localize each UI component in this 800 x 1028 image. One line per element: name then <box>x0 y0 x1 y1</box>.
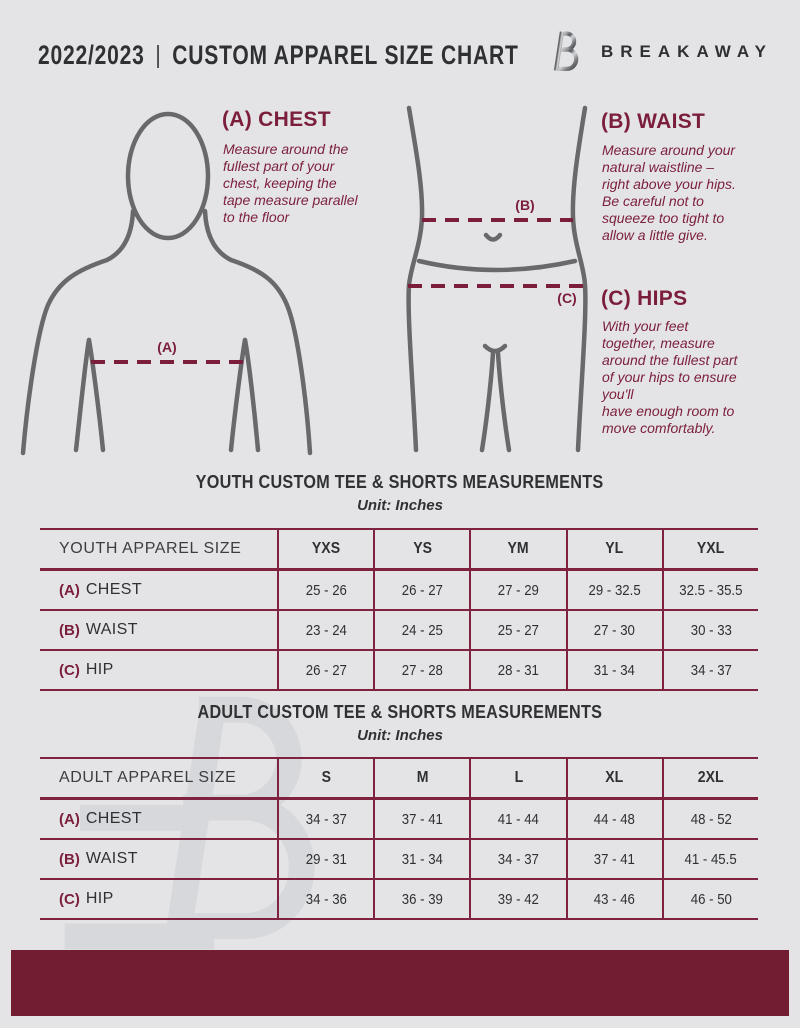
footer-bar <box>11 950 789 1016</box>
value-cell: 27 - 28 <box>373 651 469 689</box>
table-row: (A) CHEST 34 - 37 37 - 41 41 - 44 44 - 4… <box>40 800 758 840</box>
hips-guide-text: With your feet together, measure around … <box>602 318 738 436</box>
row-label: (C) HIP <box>59 661 114 679</box>
row-label: (A) CHEST <box>59 810 143 828</box>
breakaway-logo-icon <box>537 31 579 73</box>
value-cell: 36 - 39 <box>373 880 469 918</box>
column-header: ADULT APPAREL SIZE <box>59 769 237 786</box>
value-cell: 23 - 24 <box>277 611 373 649</box>
value-cell: 43 - 46 <box>565 880 662 918</box>
value-cell: 34 - 36 <box>277 880 373 918</box>
marker-a-label: (A) <box>157 339 177 355</box>
value-cell: 27 - 30 <box>565 611 662 649</box>
column-header: YS <box>373 530 469 568</box>
value-cell: 48 - 52 <box>661 800 758 838</box>
youth-section-title: YOUTH CUSTOM TEE & SHORTS MEASUREMENTS <box>196 472 604 492</box>
column-header: YL <box>565 530 662 568</box>
brand-block: BREAKAWAY <box>534 24 773 80</box>
value-cell: 41 - 45.5 <box>661 840 758 878</box>
value-cell: 28 - 31 <box>469 651 565 689</box>
value-cell: 25 - 27 <box>469 611 565 649</box>
row-label: (B) WAIST <box>59 621 138 639</box>
value-cell: 34 - 37 <box>469 840 565 878</box>
marker-b-label: (B) <box>515 197 535 213</box>
table-row: (A) CHEST 25 - 26 26 - 27 27 - 29 29 - 3… <box>40 571 758 611</box>
value-cell: 37 - 41 <box>373 800 469 838</box>
value-cell: 41 - 44 <box>469 800 565 838</box>
value-cell: 39 - 42 <box>469 880 565 918</box>
row-label: (B) WAIST <box>59 850 138 868</box>
column-header: XL <box>565 759 662 797</box>
value-cell: 31 - 34 <box>565 651 662 689</box>
row-label: (A) CHEST <box>59 581 143 599</box>
table-header-row: YOUTH APPAREL SIZE YXS YS YM YL YXL <box>40 530 758 571</box>
value-cell: 31 - 34 <box>373 840 469 878</box>
column-header: L <box>469 759 565 797</box>
youth-size-table: YOUTH APPAREL SIZE YXS YS YM YL YXL (A) … <box>40 528 758 691</box>
youth-section-unit: Unit: Inches <box>357 497 443 514</box>
value-cell: 46 - 50 <box>661 880 758 918</box>
value-cell: 34 - 37 <box>277 800 373 838</box>
value-cell: 26 - 27 <box>373 571 469 609</box>
column-header: M <box>373 759 469 797</box>
table-row: (B) WAIST 23 - 24 24 - 25 25 - 27 27 - 3… <box>40 611 758 651</box>
table-row: (B) WAIST 29 - 31 31 - 34 34 - 37 37 - 4… <box>40 840 758 880</box>
value-cell: 27 - 29 <box>469 571 565 609</box>
waist-guide-text: Measure around your natural waistline – … <box>602 142 736 243</box>
upper-body-figure <box>20 111 313 456</box>
waist-guide-heading: (B) WAIST <box>601 110 706 133</box>
value-cell: 25 - 26 <box>277 571 373 609</box>
column-header: YXL <box>661 530 758 568</box>
column-header: S <box>277 759 373 797</box>
value-cell: 32.5 - 35.5 <box>661 571 758 609</box>
column-header: YXS <box>277 530 373 568</box>
value-cell: 29 - 31 <box>277 840 373 878</box>
value-cell: 44 - 48 <box>565 800 662 838</box>
title-main: CUSTOM APPAREL SIZE CHART <box>172 40 519 70</box>
title-divider: | <box>155 41 162 69</box>
table-row: (C) HIP 26 - 27 27 - 28 28 - 31 31 - 34 … <box>40 651 758 689</box>
lower-body-figure <box>406 105 588 453</box>
value-cell: 26 - 27 <box>277 651 373 689</box>
marker-c-label: (C) <box>557 290 577 306</box>
chest-guide-text: Measure around the fullest part of your … <box>223 141 358 225</box>
value-cell: 30 - 33 <box>661 611 758 649</box>
hips-guide-heading: (C) HIPS <box>601 287 688 310</box>
brand-name: BREAKAWAY <box>601 42 773 61</box>
value-cell: 34 - 37 <box>661 651 758 689</box>
document-title: 2022/2023 | CUSTOM APPAREL SIZE CHART <box>38 40 519 71</box>
row-label: (C) HIP <box>59 890 114 908</box>
value-cell: 24 - 25 <box>373 611 469 649</box>
chest-guide-heading: (A) CHEST <box>222 108 331 131</box>
table-row: (C) HIP 34 - 36 36 - 39 39 - 42 43 - 46 … <box>40 880 758 918</box>
adult-section-title: ADULT CUSTOM TEE & SHORTS MEASUREMENTS <box>197 702 603 722</box>
table-header-row: ADULT APPAREL SIZE S M L XL 2XL <box>40 759 758 800</box>
column-header: YOUTH APPAREL SIZE <box>59 540 242 557</box>
title-year: 2022/2023 <box>38 40 145 70</box>
column-header: 2XL <box>661 759 758 797</box>
adult-section-unit: Unit: Inches <box>357 727 443 744</box>
value-cell: 29 - 32.5 <box>565 571 662 609</box>
value-cell: 37 - 41 <box>565 840 662 878</box>
adult-size-table: ADULT APPAREL SIZE S M L XL 2XL (A) CHES… <box>40 757 758 920</box>
column-header: YM <box>469 530 565 568</box>
